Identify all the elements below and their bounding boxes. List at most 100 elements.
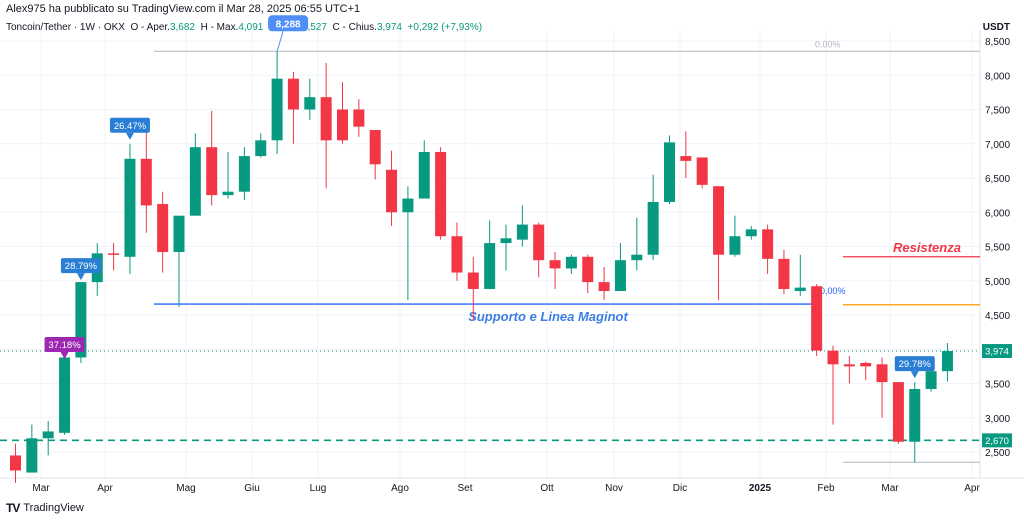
change-value: +0,292 (+7,93%) (407, 22, 483, 33)
open-value: 3,682 (169, 22, 195, 33)
candle-body (173, 215, 185, 252)
candle-body (467, 272, 479, 289)
y-tick-label: 5,000 (985, 277, 1010, 288)
support-label: Supporto e Linea Maginot (468, 309, 628, 324)
candle-body (206, 147, 218, 196)
candle-body (843, 364, 855, 367)
x-tick-label: Nov (605, 483, 623, 494)
candle-body (631, 254, 643, 261)
pct-callout-arrow (60, 351, 69, 359)
candle-body (614, 260, 626, 292)
y-tick-label: 8,500 (985, 37, 1010, 48)
x-tick-label: Mar (881, 483, 899, 494)
high-label: H - Max. (200, 22, 239, 33)
high-price-text: 8,288 (276, 19, 301, 30)
candle-body (811, 286, 823, 351)
x-tick-label: Lug (310, 483, 327, 494)
symbol-label: Toncoin/Tether · 1W · OKX (6, 22, 125, 33)
resistance-label: Resistenza (893, 240, 961, 255)
pct-callout-arrow (910, 371, 919, 379)
open-label: O - Aper. (130, 22, 170, 33)
candle-body (565, 256, 577, 269)
candle-body (549, 260, 561, 269)
candle-body (435, 151, 447, 237)
low-value: 3,527 (301, 22, 327, 33)
candle-body (386, 169, 398, 213)
x-tick-label: Mar (32, 483, 50, 494)
candle-body (876, 364, 888, 383)
x-tick-label: Giu (244, 483, 260, 494)
brand-name: TradingView (23, 502, 84, 514)
tradingview-brand[interactable]: TV TradingView (6, 501, 84, 515)
last-price-tag-bg (982, 344, 1012, 359)
candle-body (696, 157, 708, 185)
candle-body (941, 351, 953, 372)
y-tick-label: 6,000 (985, 208, 1010, 219)
y-tick-label: 7,000 (985, 140, 1010, 151)
x-tick-label: Set (457, 483, 472, 494)
candle-body (892, 382, 904, 442)
fib-0-label: 0,00% (815, 39, 841, 49)
candle-body (26, 438, 38, 473)
candle-body (238, 156, 250, 192)
x-tick-label: Apr (964, 483, 980, 494)
candle-body (418, 151, 430, 199)
pct-callout-text: 28.79% (65, 261, 98, 272)
candle-body (500, 238, 512, 244)
x-tick-label: Apr (97, 483, 113, 494)
x-tick-label: 2025 (749, 483, 772, 494)
pct-callout-arrow (76, 273, 85, 281)
candle-body (909, 388, 921, 442)
close-value: 3,974 (376, 22, 402, 33)
candle-body (680, 156, 692, 161)
candle-body (222, 191, 234, 196)
tradingview-logo-icon: TV (6, 501, 20, 515)
candle-body (402, 198, 414, 213)
x-tick-label: Ott (540, 483, 554, 494)
x-tick-label: Mag (176, 483, 195, 494)
candle-body (140, 158, 152, 206)
pct-callout-text: 26.47% (114, 121, 147, 132)
x-tick-label: Feb (817, 483, 835, 494)
fib-50-label: 50,00% (815, 286, 846, 296)
candle-body (320, 97, 332, 141)
candle-body (75, 282, 87, 358)
close-label: C - Chius. (332, 22, 377, 33)
candle-body (794, 287, 806, 292)
candle-body (10, 455, 21, 471)
candle-body (827, 350, 839, 365)
candle-body (860, 362, 872, 367)
candle-body (451, 236, 463, 273)
candle-body (713, 186, 725, 255)
candle-body (778, 258, 790, 289)
candle-body (925, 371, 937, 389)
dashed-level-tag-bg (982, 433, 1012, 448)
y-tick-label: 4,500 (985, 311, 1010, 322)
pct-callout-box (109, 117, 150, 133)
high-price-callout (268, 15, 309, 32)
pct-callout-box (60, 258, 101, 274)
y-tick-label: 6,500 (985, 174, 1010, 185)
y-tick-label: 5,500 (985, 243, 1010, 254)
candle-body (255, 140, 267, 157)
candle-body (369, 130, 381, 165)
candle-body (157, 204, 169, 252)
x-tick-label: Dic (673, 483, 687, 494)
candle-body (59, 357, 71, 433)
pct-callout-text: 37.18% (48, 340, 81, 351)
candle-body (762, 229, 774, 259)
y-tick-label: 3,000 (985, 414, 1010, 425)
pct-callout-box (44, 336, 85, 352)
publish-info: Alex975 ha pubblicato su TradingView.com… (6, 3, 361, 15)
y-tick-label: 3,500 (985, 380, 1010, 391)
candle-body (647, 201, 659, 255)
y-tick-label: 7,500 (985, 106, 1010, 117)
candle-body (42, 431, 54, 439)
candle-body (729, 236, 741, 255)
dashed-level-tag: 2,670 (985, 436, 1009, 447)
high-value: 4,091 (238, 22, 264, 33)
price-unit: USDT (982, 22, 1010, 33)
high-price-pointer (276, 31, 284, 52)
candle-body (337, 109, 348, 141)
